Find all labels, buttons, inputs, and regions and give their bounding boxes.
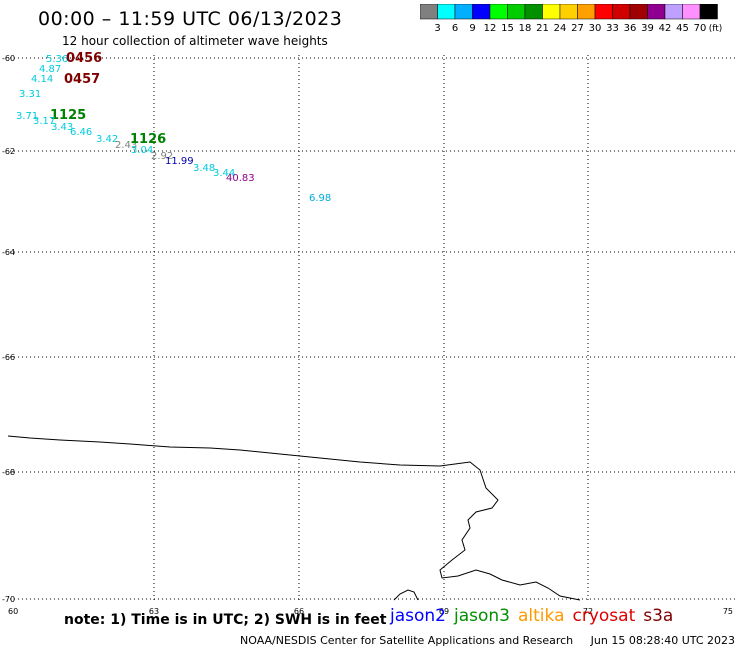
wave-height-label: 3.43 [51,122,73,133]
colorbar-label: 39 [641,23,654,34]
wave-height-label: 3.42 [96,134,118,145]
colorbar-label: 30 [589,23,602,34]
latitude-label: -66 [2,353,15,362]
colorbar-label: 27 [571,23,584,34]
wave-height-label: 3.48 [193,163,215,174]
wave-height-label: 6.98 [309,193,331,204]
wave-height-label: 3.17 [33,116,55,127]
colorbar-label: 18 [519,23,532,34]
colorbar-swatch [699,4,718,20]
colorbar-label: 12 [484,23,497,34]
latitude-label: -68 [2,468,15,477]
pass-time-label: 0456 [66,51,102,66]
colorbar-label: 70 [694,23,707,34]
longitude-label: 60 [8,607,18,616]
generation-timestamp: Jun 15 08:28:40 UTC 2023 [590,634,736,647]
colorbar-unit: (ft) [709,24,723,34]
coastline [7,435,581,601]
colorbar-label: 15 [501,23,514,34]
wave-height-label: 3.04 [131,145,153,156]
pass-time-label: 1126 [130,132,166,147]
wave-height-label: 2.92 [151,151,173,162]
colorbar-label: 9 [469,23,475,34]
map-title: 00:00 – 11:59 UTC 06/13/2023 [38,8,343,30]
colorbar-label: 42 [659,23,672,34]
map-subtitle: 12 hour collection of altimeter wave hei… [62,34,328,48]
wave-height-label: 6.46 [70,127,92,138]
colorbar-label: 33 [606,23,619,34]
colorbar: 3 6 9 12 15 18 21 24 27 30 33 36 39 42 45 70 (ft) [420,4,723,34]
legend-entry-jason3: jason3 [454,606,510,626]
longitude-label: 69 [439,607,449,616]
latitude-labels: -60 -62 -64 -66 -68 -70 [2,54,15,604]
wave-height-label: 3.44 [213,168,235,179]
colorbar-label: 24 [554,23,567,34]
credit-line: NOAA/NESDIS Center for Satellite Applica… [240,634,740,647]
graticule [10,55,735,602]
colorbar-label: 3 [434,23,440,34]
longitude-label: 63 [149,607,159,616]
colorbar-label: 36 [624,23,637,34]
wave-height-label: 5.36 [46,54,68,65]
latitude-label: -64 [2,248,15,257]
longitude-label: 66 [294,607,304,616]
credit-text: NOAA/NESDIS Center for Satellite Applica… [240,634,574,647]
legend-entry-jason2: jason2 [390,606,446,626]
colorbar-label: 6 [452,23,458,34]
wave-height-label: 4.14 [31,74,53,85]
longitude-label: 75 [723,607,733,616]
longitude-label: 72 [583,607,593,616]
colorbar-label: 45 [676,23,689,34]
wave-height-label: 3.31 [19,89,41,100]
pass-time-label: 0457 [64,72,100,87]
wave-height-label: 4.87 [39,64,61,75]
latitude-label: -60 [2,54,15,63]
legend-entry-altika: altika [518,606,565,626]
legend-entry-cryosat: cryosat [572,606,636,626]
wave-height-label: 40.83 [226,173,255,184]
wave-height-label: 3.71 [16,111,38,122]
satellite-legend: jason2 jason3 altika cryosat s3a [390,606,681,626]
note-text: note: 1) Time is in UTC; 2) SWH is in fe… [64,612,387,628]
pass-time-label: 1125 [50,108,86,123]
legend-entry-s3a: s3a [643,606,674,626]
longitude-labels: 60 63 66 69 72 75 [8,607,733,616]
colorbar-label: 21 [536,23,549,34]
wave-height-label: 2.43 [115,140,137,151]
latitude-label: -70 [2,595,15,604]
wave-height-label: 11.99 [165,156,194,167]
latitude-label: -62 [2,147,15,156]
